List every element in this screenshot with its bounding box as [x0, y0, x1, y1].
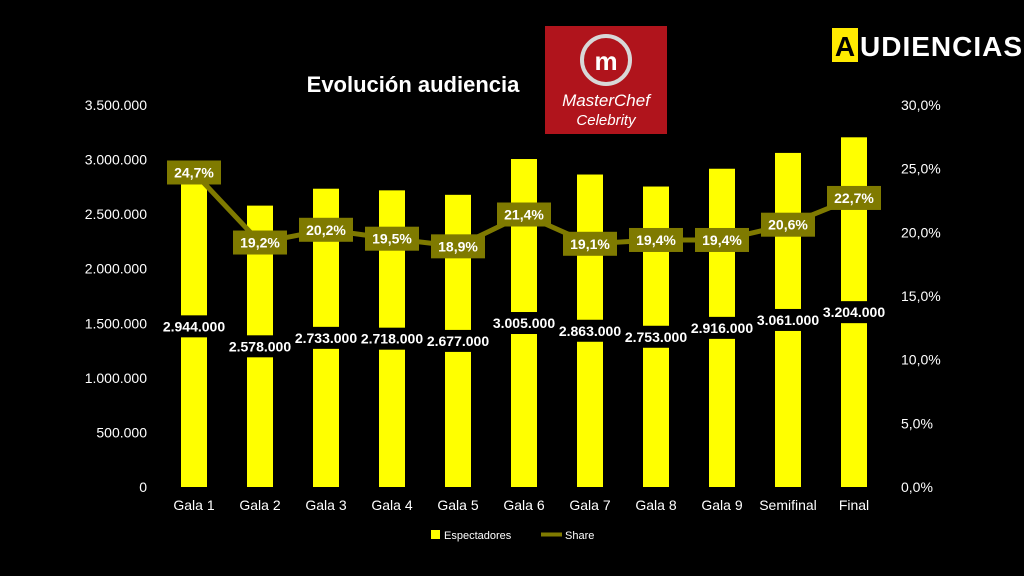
logo-line2: Celebrity: [576, 112, 637, 129]
category-label: Gala 4: [371, 497, 412, 513]
bar-value-label: 2.733.000: [295, 330, 357, 346]
category-label: Gala 8: [635, 497, 676, 513]
share-value-labels: 24,7% 19,2% 20,2% 19,5% 18,9% 21,4% 19,1% 19,4%…: [167, 160, 881, 259]
brand-initial-box: [832, 28, 858, 62]
bar-label-background: [642, 325, 670, 348]
share-value-label: 24,7%: [174, 164, 214, 180]
share-label-box: [761, 212, 815, 237]
share-label-box: [563, 231, 617, 256]
left-tick-label: 1.500.000: [85, 315, 147, 331]
logo-line1: MasterChef: [562, 91, 652, 110]
category-label: Gala 2: [239, 497, 280, 513]
brand-logo: A UDIENCIAS: [832, 28, 1023, 62]
legend: Espectadores Share: [431, 530, 594, 542]
share-value-label: 20,2%: [306, 222, 346, 238]
share-value-label: 19,5%: [372, 231, 412, 247]
bar-label-background: [378, 327, 406, 350]
bar-value-label: 2.753.000: [625, 329, 687, 345]
category-label: Gala 6: [503, 497, 544, 513]
left-tick-label: 1.000.000: [85, 370, 147, 386]
category-label: Final: [839, 497, 869, 513]
left-tick-label: 2.000.000: [85, 261, 147, 277]
bar-value-label: 2.863.000: [559, 323, 621, 339]
brand-rest: UDIENCIAS: [860, 31, 1023, 62]
bar-label-background: [510, 312, 538, 335]
bar-label-background: [774, 308, 802, 331]
right-tick-label: 0,0%: [901, 479, 933, 495]
left-tick-label: 2.500.000: [85, 206, 147, 222]
bar-value-label: 2.578.000: [229, 338, 291, 354]
share-value-label: 22,7%: [834, 190, 874, 206]
share-label-box: [695, 227, 749, 252]
brand-initial: A: [835, 31, 855, 62]
bar-label-background: [708, 316, 736, 339]
bar-label-background: [444, 329, 472, 352]
bar-value-label: 3.204.000: [823, 304, 885, 320]
bar-label-background: [576, 319, 604, 342]
masterchef-logo: m MasterChef Celebrity: [545, 26, 667, 134]
right-tick-label: 10,0%: [901, 352, 941, 368]
left-tick-label: 0: [139, 479, 147, 495]
right-axis: 0,0% 5,0% 10,0% 15,0% 20,0% 25,0% 30,0%: [901, 97, 941, 495]
bar-value-label: 2.718.000: [361, 331, 423, 347]
right-tick-label: 15,0%: [901, 288, 941, 304]
category-label: Gala 9: [701, 497, 742, 513]
right-tick-label: 5,0%: [901, 415, 933, 431]
category-label: Semifinal: [759, 497, 817, 513]
share-value-label: 19,1%: [570, 236, 610, 252]
share-label-box: [167, 160, 221, 185]
share-value-label: 18,9%: [438, 238, 478, 254]
bar-value-label: 3.061.000: [757, 312, 819, 328]
share-label-box: [497, 202, 551, 227]
bar-label-background: [180, 315, 208, 338]
share-value-label: 19,2%: [240, 235, 280, 251]
share-label-box: [233, 230, 287, 255]
category-label: Gala 3: [305, 497, 346, 513]
logo-initial: m: [594, 46, 617, 76]
logo-background: [545, 26, 667, 134]
left-tick-label: 3.000.000: [85, 152, 147, 168]
left-axis: 0 500.000 1.000.000 1.500.000 2.000.000 2.500…: [85, 97, 148, 495]
category-label: Gala 5: [437, 497, 478, 513]
left-tick-label: 3.500.000: [85, 97, 147, 113]
share-label-box: [299, 217, 353, 242]
bar-value-label: 2.916.000: [691, 320, 753, 336]
share-value-label: 19,4%: [636, 232, 676, 248]
bar-label-background: [312, 326, 340, 349]
right-tick-label: 20,0%: [901, 224, 941, 240]
share-value-label: 21,4%: [504, 207, 544, 223]
share-label-box: [629, 227, 683, 252]
share-label-box: [365, 226, 419, 251]
category-axis: Gala 1 Gala 2 Gala 3 Gala 4 Gala 5 Gala 6 Gala…: [173, 497, 869, 513]
bar-label-background: [840, 301, 868, 324]
bar-value-label: 3.005.000: [493, 315, 555, 331]
share-label-box: [431, 234, 485, 259]
left-tick-label: 500.000: [96, 424, 147, 440]
category-label: Gala 1: [173, 497, 214, 513]
share-value-label: 19,4%: [702, 232, 742, 248]
logo-ring-icon: [580, 34, 632, 86]
right-tick-label: 30,0%: [901, 97, 941, 113]
category-label: Gala 7: [569, 497, 610, 513]
bar-value-label: 2.944.000: [163, 318, 225, 334]
right-tick-label: 25,0%: [901, 161, 941, 177]
chart-title: Evolución audiencia: [307, 72, 520, 97]
share-label-box: [827, 185, 881, 210]
legend-swatch-espectadores: [431, 530, 440, 539]
share-value-label: 20,6%: [768, 217, 808, 233]
legend-label-share: Share: [565, 530, 594, 542]
legend-label-espectadores: Espectadores: [444, 530, 512, 542]
bar-value-label: 2.677.000: [427, 333, 489, 349]
bar-label-background: [246, 335, 274, 358]
